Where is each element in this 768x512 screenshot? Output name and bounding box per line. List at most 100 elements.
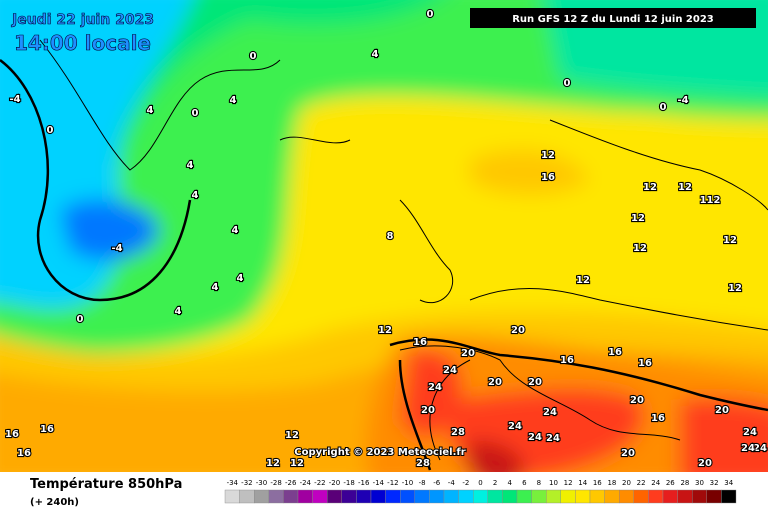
contour-label: -4 [111, 243, 122, 254]
scale-swatch [531, 489, 547, 504]
contour-label: 16 [5, 429, 19, 440]
contour-label: 20 [421, 405, 435, 416]
scale-label: 2 [493, 479, 497, 487]
scale-label: 28 [680, 479, 689, 487]
contour-label: 24 [546, 433, 560, 444]
contour-label: 4 [232, 225, 239, 236]
scale-swatch [253, 489, 269, 504]
contour-label: 24 [543, 407, 557, 418]
scale-label: 0 [478, 479, 482, 487]
scale-swatch [619, 489, 635, 504]
contour-label: 0 [250, 51, 257, 62]
forecast-time: 14:00 locale [14, 31, 151, 55]
contour-label: 16 [541, 172, 555, 183]
scale-label: 8 [537, 479, 541, 487]
copyright: Copyright © 2023 Meteociel.fr [294, 447, 465, 458]
contour-label: 12 [290, 458, 304, 469]
scale-swatch [400, 489, 416, 504]
scale-swatch [721, 489, 737, 504]
contour-label: 24 [428, 382, 442, 393]
contour-label: 16 [413, 337, 427, 348]
contour-label: 24 [528, 432, 542, 443]
contour-label: 4 [175, 306, 182, 317]
scale-label: -14 [373, 479, 385, 487]
contour-label: 16 [638, 358, 652, 369]
contour-label: 12 [631, 213, 645, 224]
contour-label: 12 [728, 283, 742, 294]
contour-label: 16 [651, 413, 665, 424]
contour-label: 0 [564, 78, 571, 89]
scale-swatch [356, 489, 372, 504]
contour-label: 28 [416, 458, 430, 469]
contour-label: 12 [266, 458, 280, 469]
contour-label: 12 [678, 182, 692, 193]
contour-label: 20 [528, 377, 542, 388]
scale-label: 22 [637, 479, 646, 487]
scale-label: -12 [387, 479, 398, 487]
contour-label: 12 [576, 275, 590, 286]
scale-swatch [224, 489, 240, 504]
scale-swatch [633, 489, 649, 504]
contour-label: 4 [192, 190, 199, 201]
contour-label: 24 [743, 427, 757, 438]
coastlines [39, 39, 768, 461]
contour-label: 4 [230, 95, 237, 106]
scale-swatch [414, 489, 430, 504]
scale-swatch [385, 489, 401, 504]
contour-label: 16 [608, 347, 622, 358]
run-info: Run GFS 12 Z du Lundi 12 juin 2023 [512, 14, 714, 25]
scale-swatch [546, 489, 562, 504]
contour-label: 20 [511, 325, 525, 336]
contour-label: 24 [741, 443, 755, 454]
footer-title: Température 850hPa [30, 477, 182, 492]
contour-label: 12 [541, 150, 555, 161]
scale-label: -4 [448, 479, 456, 487]
scale-swatch [458, 489, 474, 504]
scale-swatch [268, 489, 284, 504]
forecast-date: Jeudi 22 juin 2023 [11, 12, 154, 28]
scale-label: -22 [314, 479, 325, 487]
scale-swatch [575, 489, 591, 504]
scale-label: -26 [285, 479, 297, 487]
scale-swatch [677, 489, 693, 504]
contour-label: 12 [378, 325, 392, 336]
run-box [470, 8, 756, 28]
contour-label: 4 [237, 273, 244, 284]
contour-label: 12 [643, 182, 657, 193]
scale-label: -2 [462, 479, 469, 487]
contour-label: 20 [715, 405, 729, 416]
scale-swatch [589, 489, 605, 504]
scale-label: 12 [564, 479, 573, 487]
scale-swatch [297, 489, 313, 504]
scale-swatch [648, 489, 664, 504]
contour-label: 112 [700, 195, 721, 206]
scale-swatch [604, 489, 620, 504]
contour-label: 28 [451, 427, 465, 438]
contour-label: 4 [187, 160, 194, 171]
scale-label: -10 [402, 479, 413, 487]
scale-swatch [312, 489, 328, 504]
scale-label: -16 [358, 479, 370, 487]
scale-swatch [560, 489, 576, 504]
scale-label: 30 [695, 479, 704, 487]
scale-label: 6 [522, 479, 527, 487]
scale-label: -20 [329, 479, 340, 487]
contour-label: 4 [372, 49, 379, 60]
contour-label: 24 [443, 365, 457, 376]
contour-label: 16 [560, 355, 574, 366]
contour-label: 24 [753, 443, 767, 454]
contour-label: 20 [461, 348, 475, 359]
scale-label: 32 [710, 479, 719, 487]
scale-swatch [473, 489, 489, 504]
contour-label: 4 [147, 105, 154, 116]
contour-label: 24 [508, 421, 522, 432]
scale-swatch [692, 489, 708, 504]
scale-swatch [283, 489, 299, 504]
contour-label: 20 [488, 377, 502, 388]
scale-label: -32 [241, 479, 252, 487]
scale-swatch [502, 489, 518, 504]
scale-swatch [429, 489, 445, 504]
contour-label: 16 [17, 448, 31, 459]
contour-label: -4 [677, 95, 688, 106]
